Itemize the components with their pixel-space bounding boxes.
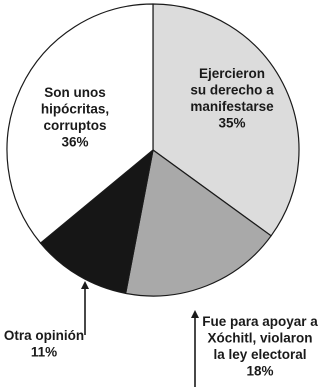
slice-value-0: 35%: [218, 116, 245, 131]
label-pointers: [81, 281, 199, 387]
pointer-arrowhead-1: [191, 310, 199, 318]
pointer-arrowhead-2: [81, 281, 89, 289]
pie-slice-3: [6, 3, 154, 244]
slice-value-1: 18%: [246, 364, 273, 379]
slice-value-2: 11%: [31, 345, 57, 360]
slice-value-3: 36%: [61, 135, 88, 150]
slice-label-1: Fue para apoyar a Xóchitl, violaron la ley…: [202, 314, 318, 379]
slice-labels: Ejercieron su derecho a manifestarse 35% Fue…: [4, 66, 318, 379]
slice-label-0: Ejercieron su derecho a manifestarse 35%: [190, 66, 274, 131]
pie-slices: [6, 3, 300, 297]
slice-label-2: Otra opinión 11%: [4, 328, 84, 360]
pie-slice-2: [39, 149, 154, 295]
pie-slice-0: [152, 3, 300, 237]
pie-slice-1: [125, 149, 272, 297]
slice-label-3: Son unos hipócritas, corruptos 36%: [41, 85, 109, 150]
